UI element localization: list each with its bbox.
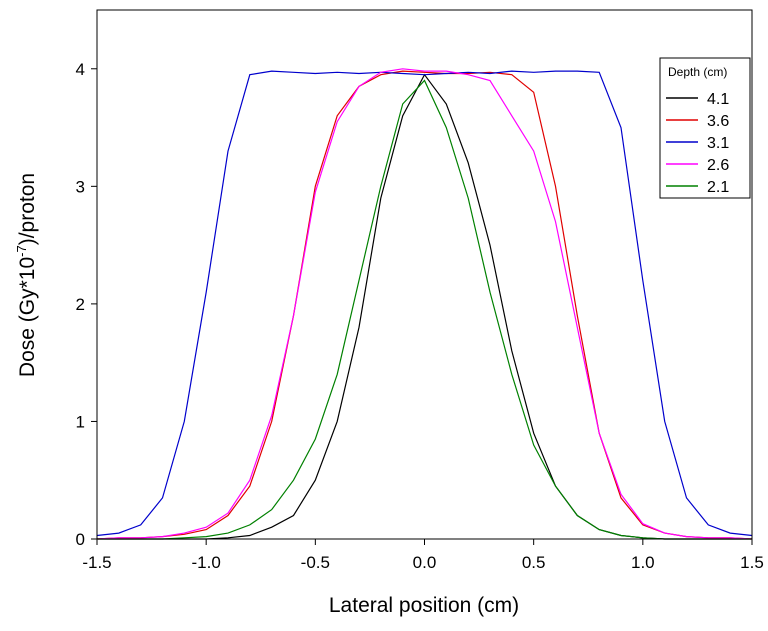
plot-frame [96,9,753,540]
data-line [96,70,753,540]
x-tick-label: -0.5 [301,553,330,572]
legend-label: 3.6 [707,113,729,130]
legend-box [659,57,751,199]
data-line [97,73,752,540]
x-tick-label: -1.0 [192,553,221,572]
y-tick-label: 0 [76,530,85,549]
x-tick-label: 1.0 [631,553,655,572]
x-tick-label: 0.0 [413,553,437,572]
y-axis-label: Dose (Gy*10-7)/proton [14,173,39,377]
y-tick-label: 4 [76,60,85,79]
data-line [96,68,753,540]
y-label-suffix: )/proton [16,173,39,245]
x-tick-label: -1.5 [82,553,111,572]
legend-label: 3.1 [707,135,729,152]
legend-title: Depth (cm) [668,65,727,79]
y-tick-label: 2 [76,295,85,314]
y-label-superscript: -7 [14,245,29,257]
y-tick-label: 3 [76,177,85,196]
x-tick-label: 0.5 [522,553,546,572]
x-axis-label: Lateral position (cm) [329,594,519,617]
x-tick-label: 1.5 [740,553,764,572]
legend-label: 4.1 [707,91,729,108]
y-tick-label: 1 [76,412,85,431]
y-label-text: Dose (Gy*10 [16,257,39,377]
legend-label: 2.6 [707,157,729,174]
data-line [97,79,752,540]
legend-label: 2.1 [707,179,729,196]
data-line [96,70,753,537]
